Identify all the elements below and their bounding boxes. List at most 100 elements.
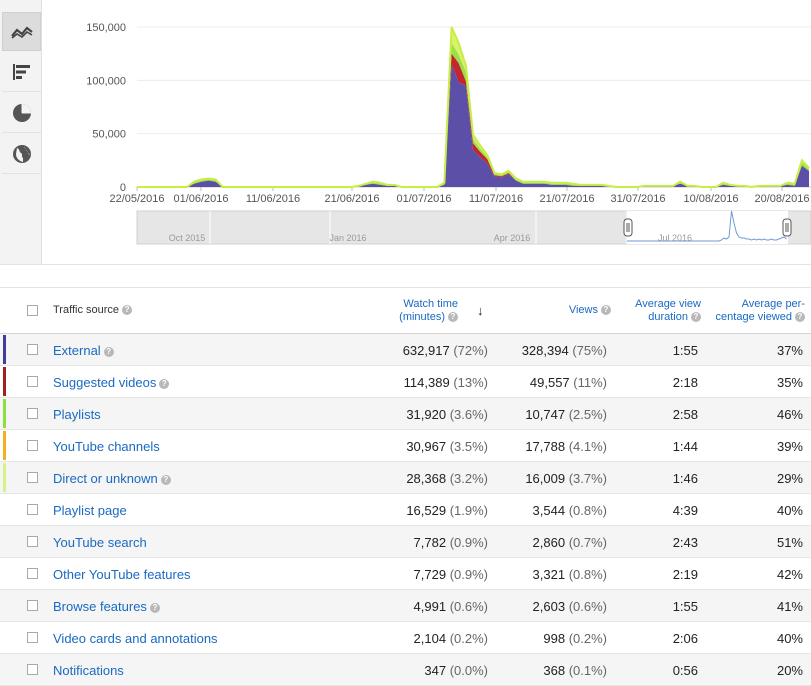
help-icon[interactable]: ? [149,602,160,613]
traffic-source-link[interactable]: Other YouTube features [53,567,191,582]
navigator-selection [627,211,788,244]
table-row[interactable]: Notifications 347 (0.0%) 368 (0.1%) 0:56 20% [0,654,811,686]
line-chart-icon[interactable] [2,12,41,51]
divider [0,264,811,265]
row-checkbox[interactable] [27,568,38,579]
watch-time-value: 347 [424,663,447,678]
watch-time-share: (0.2%) [449,631,488,646]
traffic-source-name: Video cards and annotations [53,631,218,646]
header-average-percentage-viewed[interactable]: Average per- centage viewed? [716,298,805,324]
views-value: 10,747 [525,407,566,422]
header-watch-time-line1: Watch time [403,298,458,310]
traffic-source-link[interactable]: Suggested videos? [53,375,170,390]
header-avg-pct-line2: centage viewed [715,311,792,323]
traffic-source-name: Other YouTube features [53,567,191,582]
traffic-source-link[interactable]: External? [53,343,114,358]
help-icon[interactable]: ? [691,312,701,323]
header-watch-time[interactable]: Watch time (minutes)? [399,298,458,324]
row-checkbox[interactable] [27,344,38,355]
views-cell: 49,557 (11%) [530,375,607,390]
row-checkbox[interactable] [27,504,38,515]
table-row[interactable]: External? 632,917 (72%) 328,394 (75%) 1:55 3… [0,334,811,366]
x-tick-label: 31/07/2016 [610,193,665,205]
navigator-handle[interactable] [623,218,633,237]
avg-view-duration-cell: 2:43 [672,535,698,550]
bar-chart-icon[interactable] [2,53,41,92]
views-value: 368 [543,663,566,678]
navigator-handle[interactable] [782,218,792,237]
table-row[interactable]: YouTube channels 30,967 (3.5%) 17,788 (4.1… [0,430,811,462]
header-average-view-duration[interactable]: Average view duration? [635,298,701,324]
header-traffic-source-label: Traffic source [53,304,120,316]
help-icon[interactable]: ? [160,474,171,485]
header-watch-time-line2: (minutes) [399,311,445,323]
help-icon[interactable]: ? [103,346,114,357]
select-all-checkbox[interactable] [27,305,38,316]
traffic-source-link[interactable]: Playlist page [53,503,127,518]
help-icon[interactable]: ? [159,378,170,389]
row-checkbox[interactable] [27,600,38,611]
help-icon[interactable]: ? [448,312,458,323]
row-checkbox[interactable] [27,472,38,483]
traffic-source-link[interactable]: Browse features? [53,599,160,614]
watch-time-value: 31,920 [406,407,447,422]
avg-view-duration-cell: 2:06 [672,631,698,646]
x-tick-label: 01/06/2016 [173,193,228,205]
header-traffic-source[interactable]: Traffic source? [53,304,133,317]
help-icon[interactable]: ? [122,305,133,316]
views-share: (0.1%) [568,663,607,678]
views-cell: 368 (0.1%) [543,663,607,678]
traffic-source-link[interactable]: Playlists [53,407,101,422]
row-checkbox[interactable] [27,664,38,675]
watch-time-value: 4,991 [413,599,447,614]
watch-time-value: 28,368 [406,471,447,486]
help-icon[interactable]: ? [601,305,611,316]
row-checkbox[interactable] [27,440,38,451]
table-row[interactable]: Direct or unknown? 28,368 (3.2%) 16,009 (3… [0,462,811,494]
table-row[interactable]: YouTube search 7,782 (0.9%) 2,860 (0.7%) 2:… [0,526,811,558]
views-cell: 2,603 (0.6%) [533,599,607,614]
series-color-bar [3,399,6,428]
row-checkbox[interactable] [27,376,38,387]
table-row[interactable]: Other YouTube features 7,729 (0.9%) 3,321 … [0,558,811,590]
table-row[interactable]: Playlists 31,920 (3.6%) 10,747 (2.5%) 2:58 4… [0,398,811,430]
table-row[interactable]: Playlist page 16,529 (1.9%) 3,544 (0.8%) 4:… [0,494,811,526]
views-cell: 998 (0.2%) [543,631,607,646]
row-checkbox[interactable] [27,632,38,643]
header-avg-pct-line1: Average per- [741,298,805,310]
row-checkbox[interactable] [27,536,38,547]
row-checkbox[interactable] [27,408,38,419]
watch-time-share: (0.9%) [449,535,488,550]
traffic-source-link[interactable]: Direct or unknown? [53,471,171,486]
traffic-source-name: External [53,343,101,358]
avg-view-duration-cell: 1:46 [672,471,698,486]
watch-time-cell: 7,729 (0.9%) [414,567,488,582]
series-area [137,64,809,187]
table-row[interactable]: Video cards and annotations 2,104 (0.2%) 9… [0,622,811,654]
header-views[interactable]: Views? [569,304,611,317]
avg-view-duration-cell: 2:19 [672,567,698,582]
help-icon[interactable]: ? [795,312,805,323]
globe-icon[interactable] [2,135,41,174]
table-header: Traffic source? Watch time (minutes)? ↓ … [0,287,811,334]
navigator-line [627,210,787,242]
watch-time-share: (0.9%) [449,567,488,582]
pie-chart-icon[interactable] [2,94,41,133]
traffic-source-name: YouTube search [53,535,147,550]
y-tick-label: 100,000 [86,75,126,87]
table-row[interactable]: Suggested videos? 114,389 (13%) 49,557 (11… [0,366,811,398]
views-cell: 328,394 (75%) [522,343,607,358]
watch-time-value: 632,917 [402,343,450,358]
traffic-source-link[interactable]: Notifications [53,663,124,678]
traffic-source-link[interactable]: Video cards and annotations [53,631,218,646]
watch-time-share: (72%) [453,343,488,358]
header-avg-duration-line2: duration [648,311,688,323]
traffic-source-link[interactable]: YouTube search [53,535,147,550]
traffic-source-name: Notifications [53,663,124,678]
table-row[interactable]: Browse features? 4,991 (0.6%) 2,603 (0.6%)… [0,590,811,622]
views-value: 328,394 [521,343,569,358]
sort-descending-icon[interactable]: ↓ [477,303,484,318]
traffic-source-link[interactable]: YouTube channels [53,439,160,454]
watch-time-cell: 28,368 (3.2%) [406,471,488,486]
x-tick-label: 11/07/2016 [469,193,523,205]
